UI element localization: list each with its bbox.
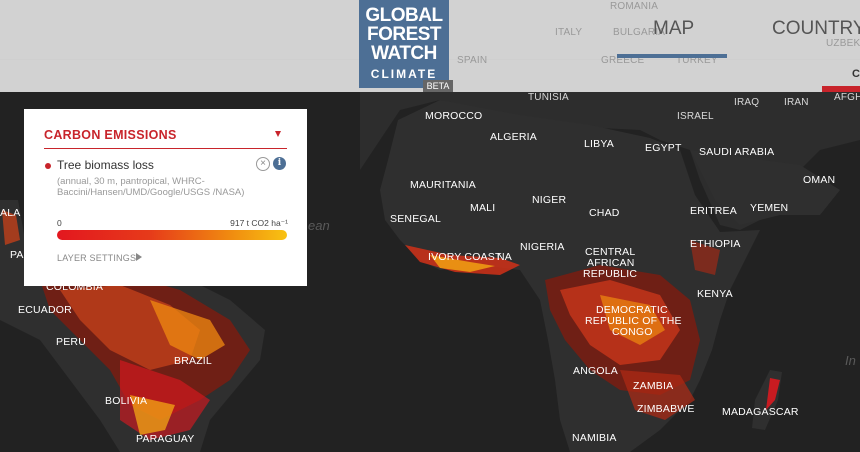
ocean-label-indian: In: [845, 353, 856, 368]
nav-map-active-indicator: [617, 54, 727, 58]
map-label-bulgaria: BULGARIA: [613, 27, 666, 38]
map-label-iraq: IRAQ: [734, 97, 760, 108]
gfw-climate-logo[interactable]: GLOBAL FOREST WATCH CLIMATE: [359, 0, 449, 88]
map-label-chad: CHAD: [589, 207, 620, 219]
map-label-romania: ROMANIA: [610, 1, 659, 12]
cutoff-tab-label[interactable]: C: [852, 68, 860, 80]
map-label-drc-line2: REPUBLIC OF THE: [585, 315, 682, 327]
chevron-down-icon[interactable]: [275, 131, 281, 137]
layer-color-dot: [45, 163, 51, 169]
map-label-niger: NIGER: [532, 194, 567, 206]
map-label-eritrea: ERITREA: [690, 205, 737, 217]
info-icon[interactable]: i: [273, 157, 286, 170]
map-label-drc-line1: DEMOCRATIC: [596, 304, 668, 316]
map-label-saudi: SAUDI ARABIA: [699, 146, 775, 158]
map-label-senegal: SENEGAL: [390, 213, 442, 225]
logo-line-forest: FOREST: [366, 24, 442, 45]
layer-settings-link[interactable]: LAYER SETTINGS: [57, 253, 137, 263]
map-label-nigeria: NIGERIA: [520, 241, 565, 253]
logo-line-global: GLOBAL: [365, 5, 443, 26]
map-label-car-line2: AFRICAN: [587, 257, 635, 269]
map-label-panama-cut: PA: [10, 249, 24, 261]
map-label-car-line3: REPUBLIC: [583, 268, 638, 280]
map-label-ecuador: ECUADOR: [18, 304, 72, 316]
map-label-israel: ISRAEL: [677, 111, 714, 122]
map-label-ivory-coast: IVORY COAST: [428, 251, 502, 263]
triangle-right-icon[interactable]: [136, 253, 142, 261]
map-label-mali: MALI: [470, 202, 496, 214]
cutoff-tab-indicator: [822, 86, 860, 92]
map-label-spain: SPAIN: [457, 55, 488, 66]
map-label-namibia: NAMIBIA: [572, 432, 617, 444]
map-label-drc-line3: CONGO: [612, 326, 653, 338]
nav-country[interactable]: COUNTRY: [772, 18, 860, 39]
ocean-label-atlantic: ean: [308, 218, 330, 233]
map-label-bolivia: BOLIVIA: [105, 395, 148, 407]
panel-divider: [44, 148, 287, 149]
map-label-greece: GREECE: [601, 55, 645, 66]
map-label-brazil: BRAZIL: [174, 355, 212, 367]
map-label-angola: ANGOLA: [573, 365, 618, 377]
beta-badge: BETA: [423, 80, 453, 92]
map-label-kenya: KENYA: [697, 288, 733, 300]
close-circle-icon[interactable]: ×: [256, 157, 270, 171]
map-label-yemen: YEMEN: [750, 202, 789, 214]
logo-line-climate: CLIMATE: [370, 67, 438, 81]
map-label-morocco: MOROCCO: [425, 110, 483, 122]
logo-line-watch: WATCH: [371, 43, 437, 64]
map-label-zambia: ZAMBIA: [633, 380, 674, 392]
map-label-algeria: ALGERIA: [490, 131, 537, 143]
map-label-italy: ITALY: [555, 27, 583, 38]
map-label-paraguay: PARAGUAY: [136, 433, 195, 445]
legend-max-value: 917 t CO2 ha⁻¹: [230, 218, 288, 228]
biomass-loss-layer: [2, 210, 780, 440]
layer-panel: CARBON EMISSIONS Tree biomass loss × i (…: [24, 109, 307, 286]
map-label-mauritania: MAURITANIA: [410, 179, 476, 191]
layer-description: (annual, 30 m, pantropical, WHRC-Baccini…: [57, 176, 245, 198]
map-label-madagascar: MADAGASCAR: [722, 406, 799, 418]
map-label-tunisia: TUNISIA: [528, 92, 569, 103]
map-label-egypt: EGYPT: [645, 142, 682, 154]
map-label-afgh: AFGH: [834, 92, 860, 103]
map-label-oman: OMAN: [803, 174, 836, 186]
panel-title[interactable]: CARBON EMISSIONS: [44, 128, 177, 142]
map-label-iran: IRAN: [784, 97, 809, 108]
nav-map[interactable]: MAP: [653, 18, 695, 39]
arabia-land: [690, 150, 840, 225]
legend-min-value: 0: [57, 218, 62, 228]
map-label-uzbek: UZBEK: [826, 38, 860, 49]
map-label-zimbabwe: ZIMBABWE: [637, 403, 695, 415]
map-label-ethiopia: ETHIOPIA: [690, 238, 741, 250]
map-label-turkey: TURKEY: [676, 55, 718, 66]
map-label-guatemala-cut: ALA: [0, 207, 21, 219]
map-label-car-line1: CENTRAL: [585, 246, 636, 258]
map-label-libya: LIBYA: [584, 138, 614, 150]
layer-name[interactable]: Tree biomass loss: [57, 158, 154, 172]
map-label-ghana-cut: NA: [497, 251, 512, 263]
legend-gradient-bar: [57, 230, 287, 240]
map-label-peru: PERU: [56, 336, 86, 348]
